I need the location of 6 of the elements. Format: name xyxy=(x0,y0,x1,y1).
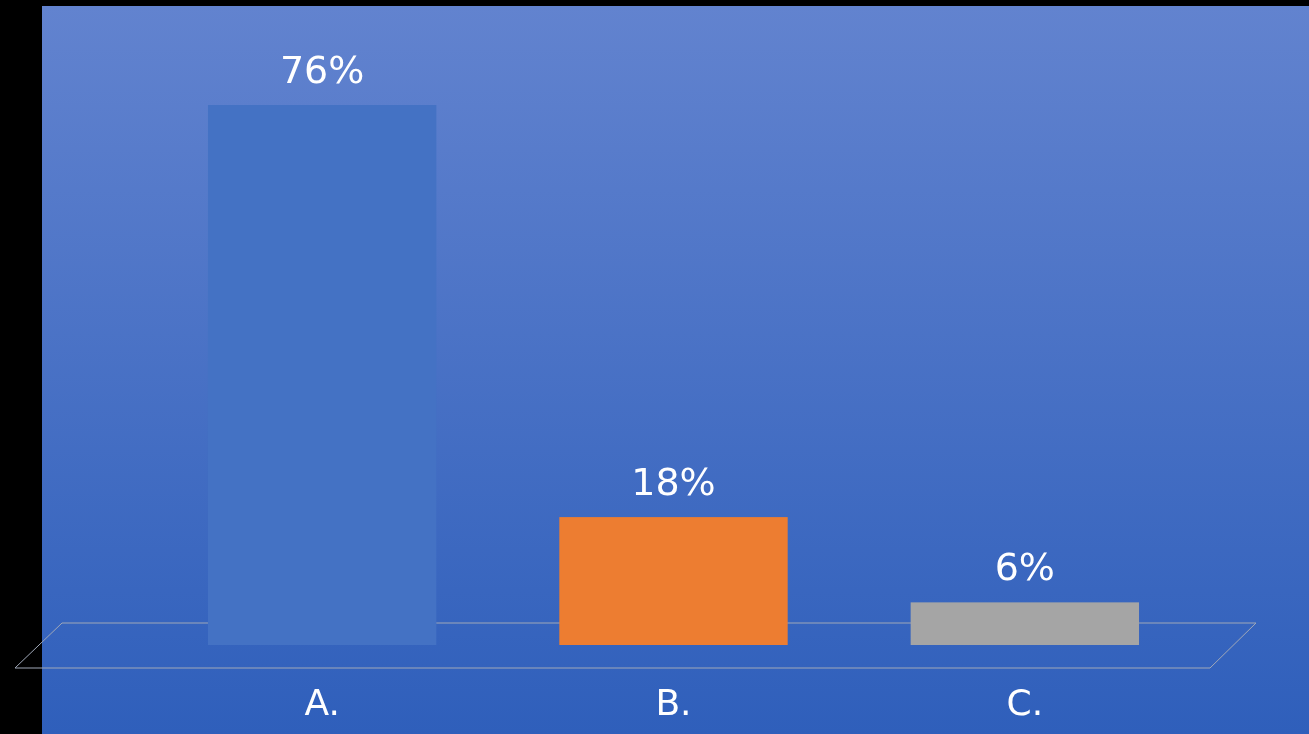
x-tick-label: A. xyxy=(304,682,340,723)
x-tick-label: B. xyxy=(655,682,692,723)
data-label: 18% xyxy=(631,460,716,505)
data-label: 76% xyxy=(279,48,365,92)
data-label: 6% xyxy=(994,545,1055,590)
x-tick-label: C. xyxy=(1006,682,1044,723)
